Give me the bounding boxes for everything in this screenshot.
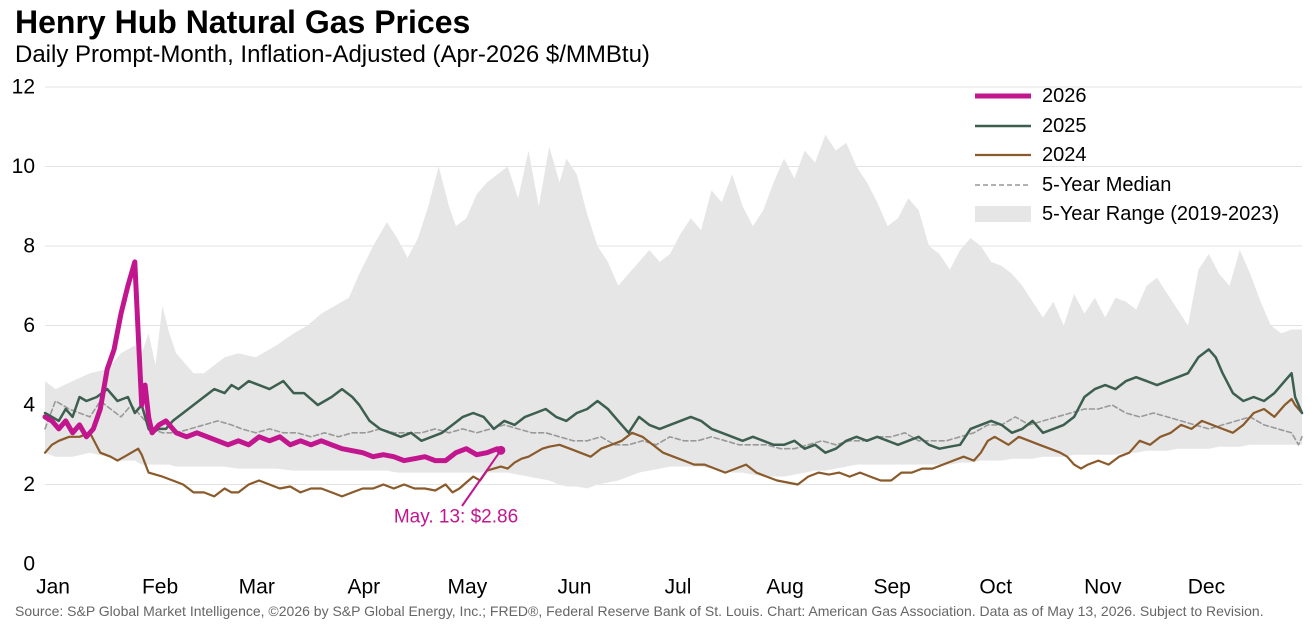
x-tick-label-mar: Mar xyxy=(239,576,275,599)
legend-label-2024: 2024 xyxy=(1042,144,1087,166)
x-tick-label-aug: Aug xyxy=(766,576,803,599)
last-value-point xyxy=(496,445,506,455)
y-tick-label-6: 6 xyxy=(23,314,35,337)
axis-labels-layer: 0 2 4 6 8 10 12 Jan Feb Mar Apr May Jun Jul Aug Sep Oct N… xyxy=(12,76,1225,599)
x-tick-label-sep: Sep xyxy=(873,576,910,599)
x-tick-label-jun: Jun xyxy=(558,576,592,599)
series-line-2024 xyxy=(43,397,1304,498)
x-tick-label-feb: Feb xyxy=(142,576,178,599)
y-tick-label-8: 8 xyxy=(23,235,35,258)
annotation-layer: May. 13: $2.86 xyxy=(394,445,518,528)
chart-subtitle: Daily Prompt-Month, Inflation-Adjusted (… xyxy=(15,41,650,68)
legend-label-2026: 2026 xyxy=(1042,85,1087,107)
x-tick-label-dec: Dec xyxy=(1188,576,1225,599)
y-tick-label-10: 10 xyxy=(12,155,35,178)
y-tick-label-4: 4 xyxy=(23,394,35,417)
series-lines-layer xyxy=(42,259,1304,498)
range-band-area xyxy=(45,134,1302,489)
x-tick-label-apr: Apr xyxy=(347,576,380,599)
x-tick-label-jan: Jan xyxy=(36,576,70,599)
x-tick-label-may: May xyxy=(448,576,488,599)
x-tick-label-nov: Nov xyxy=(1084,576,1122,599)
range-band-layer xyxy=(45,134,1302,489)
annotation-label: May. 13: $2.86 xyxy=(394,507,518,528)
chart-title: Henry Hub Natural Gas Prices xyxy=(15,4,471,40)
x-tick-label-oct: Oct xyxy=(979,576,1012,599)
y-tick-label-2: 2 xyxy=(23,473,35,496)
legend-swatch-range xyxy=(975,206,1031,222)
series-line-2025 xyxy=(43,348,1304,454)
x-tick-label-jul: Jul xyxy=(665,576,692,599)
series-line-median xyxy=(44,400,1303,450)
legend-label-median: 5-Year Median xyxy=(1042,174,1171,196)
legend: 2026 2025 2024 5-Year Median 5-Year Range (2… xyxy=(975,85,1279,225)
series-line-2026 xyxy=(42,259,504,464)
y-tick-label-0: 0 xyxy=(23,553,35,576)
legend-label-2025: 2025 xyxy=(1042,115,1087,137)
legend-label-range: 5-Year Range (2019-2023) xyxy=(1042,203,1279,225)
y-tick-label-12: 12 xyxy=(12,76,35,99)
chart-source-note: Source: S&P Global Market Intelligence, … xyxy=(15,603,1264,619)
annotation-leader-line xyxy=(461,449,502,507)
